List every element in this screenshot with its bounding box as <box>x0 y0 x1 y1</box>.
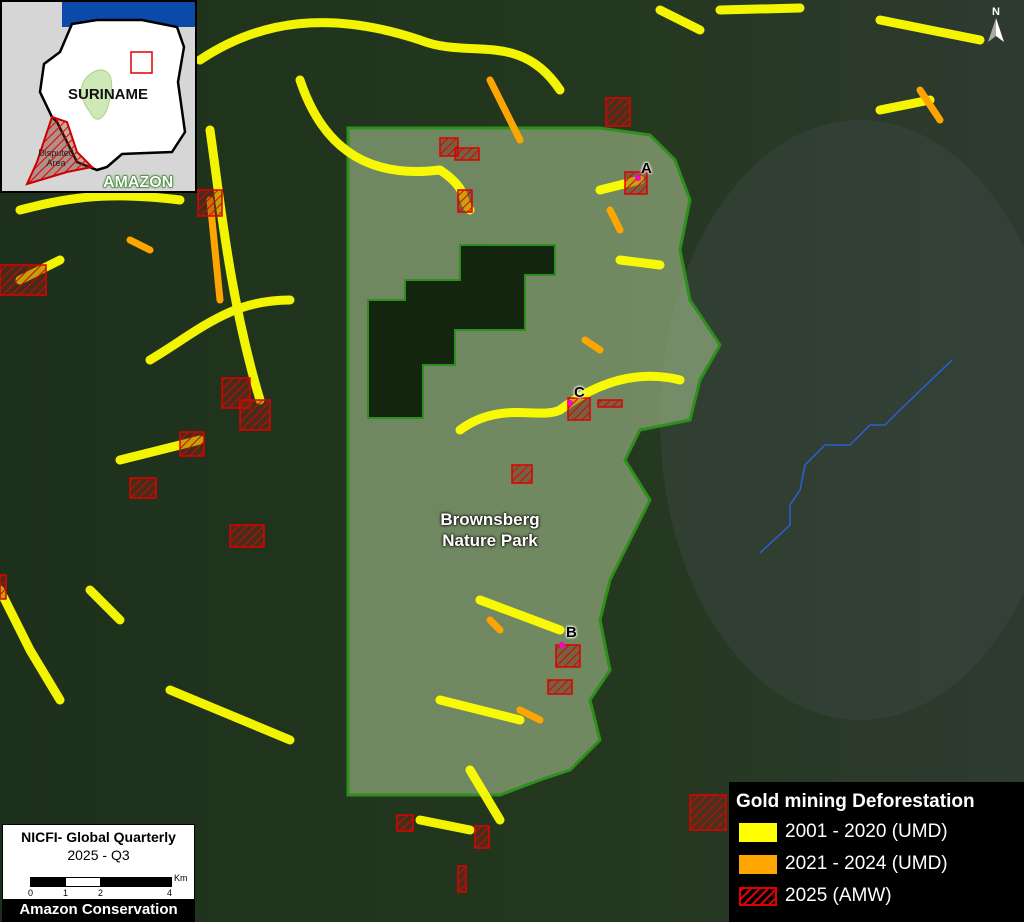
north-arrow-icon <box>988 18 1004 42</box>
legend: Gold mining Deforestation 2001 - 2020 (U… <box>729 782 1024 922</box>
inset-country-label: SURINAME <box>68 86 149 103</box>
legend-label: 2025 (AMW) <box>785 885 892 906</box>
inset-disputed-label: Disputed Area <box>36 148 76 168</box>
point-b-marker <box>559 642 565 648</box>
scale-tick-2: 2 <box>98 888 104 898</box>
disputed-line1: Disputed <box>38 148 74 158</box>
legend-label: 2001 - 2020 (UMD) <box>785 821 948 842</box>
scale-tick-4: 4 <box>167 888 173 898</box>
legend-item-2021-2024: 2021 - 2024 (UMD) <box>739 851 1024 877</box>
north-label: N <box>992 6 1000 18</box>
legend-swatch-hatched <box>739 886 777 906</box>
disputed-area <box>25 115 95 186</box>
imagery-source: NICFI- Global Quarterly <box>21 829 176 845</box>
location-box <box>130 51 153 74</box>
legend-item-2001-2020: 2001 - 2020 (UMD) <box>739 819 1024 845</box>
protected-area <box>80 69 113 120</box>
park-excluded-area <box>367 244 556 419</box>
organization-label: Amazon Conservation <box>3 899 194 921</box>
legend-swatch-yellow <box>739 822 777 842</box>
point-c-marker <box>567 400 573 406</box>
scale-box: NICFI- Global Quarterly 2025 - Q3 Km 0 1… <box>2 824 195 922</box>
point-label-c: C <box>574 384 585 401</box>
north-arrow: N <box>986 6 1006 45</box>
imagery-period: 2025 - Q3 <box>67 847 130 863</box>
legend-label: 2021 - 2024 (UMD) <box>785 853 948 874</box>
scale-unit: Km <box>174 873 188 883</box>
scale-tick-0: 0 <box>28 888 34 898</box>
scale-tick-1: 1 <box>63 888 69 898</box>
legend-swatch-orange <box>739 854 777 874</box>
scale-bar <box>30 877 172 887</box>
park-label-line1: Brownsberg <box>440 510 540 529</box>
amw-2025-alerts <box>0 97 727 893</box>
disputed-line2: Area <box>46 158 66 168</box>
river <box>759 359 953 554</box>
point-label-a: A <box>641 160 652 177</box>
suriname-outline <box>38 18 187 172</box>
deforestation-2021-2024 <box>126 76 944 724</box>
park-label-line2: Nature Park <box>442 531 538 550</box>
legend-item-2025: 2025 (AMW) <box>739 883 1024 909</box>
point-label-b: B <box>566 624 577 641</box>
cloud-haze <box>660 120 1024 720</box>
legend-title: Gold mining Deforestation <box>736 791 975 812</box>
locator-inset-map: SURINAME Disputed Area AMAZON <box>0 0 197 193</box>
point-a-marker <box>635 175 641 181</box>
inset-amazon-label: AMAZON <box>102 174 174 192</box>
park-label: Brownsberg Nature Park <box>420 509 560 551</box>
